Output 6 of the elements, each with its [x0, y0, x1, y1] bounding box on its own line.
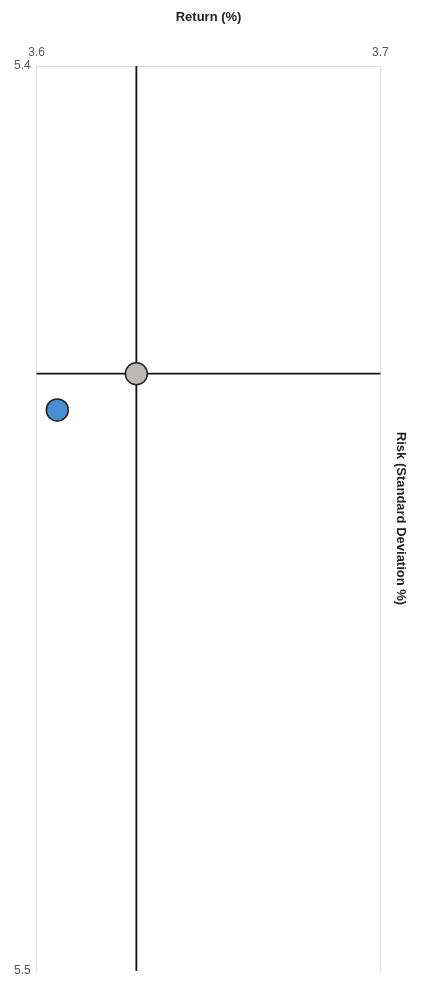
- x-axis-title: Return (%): [175, 9, 242, 25]
- x-tick-label: 3.7: [372, 45, 390, 60]
- y-tick-label: 5.5: [13, 963, 31, 978]
- x-tick-label: 3.6: [28, 45, 46, 60]
- y-tick-label: 5.4: [13, 58, 31, 73]
- y-axis-title: Risk (Standard Deviation %): [393, 431, 409, 606]
